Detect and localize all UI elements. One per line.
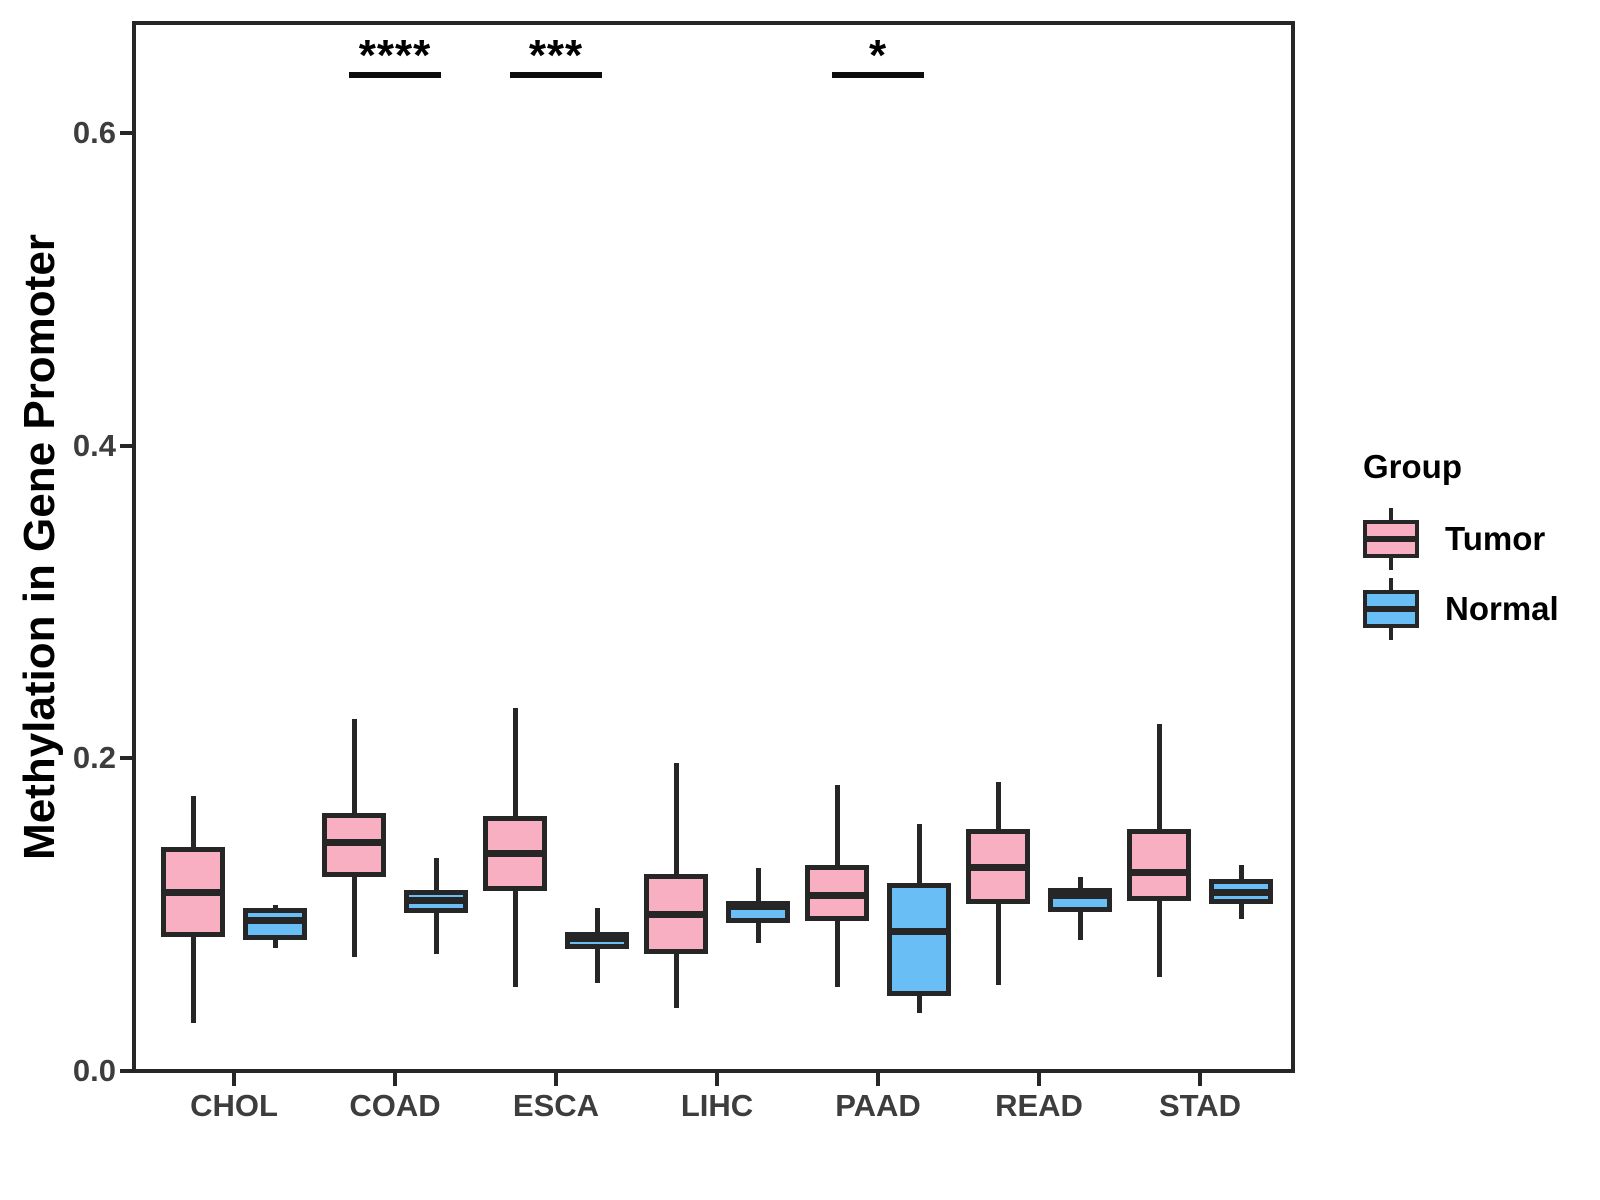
significance-bar-COAD bbox=[349, 72, 441, 78]
x-tick-mark bbox=[1037, 1073, 1041, 1086]
legend-entries: Tumor Normal bbox=[1363, 504, 1559, 644]
x-tick-label: COAD bbox=[349, 1088, 441, 1123]
y-tick-mark bbox=[120, 756, 134, 761]
y-tick-label: 0.2 bbox=[72, 740, 116, 776]
box-median-normal-ESCA bbox=[565, 934, 629, 942]
legend-boxplot-icon bbox=[1363, 578, 1419, 640]
y-tick-mark bbox=[120, 1069, 134, 1073]
legend-label: Tumor bbox=[1445, 520, 1546, 557]
y-tick-mark bbox=[120, 131, 134, 136]
box-median-normal-LIHC bbox=[726, 903, 790, 911]
x-tick-label: PAAD bbox=[835, 1088, 921, 1123]
x-tick-mark bbox=[715, 1073, 719, 1086]
box-median-normal-COAD bbox=[404, 897, 468, 905]
x-tick-mark bbox=[232, 1073, 236, 1086]
legend-glyph-median bbox=[1367, 536, 1415, 542]
legend-title: Group bbox=[1363, 448, 1462, 485]
x-tick-mark bbox=[1198, 1073, 1202, 1086]
box-median-tumor-PAAD bbox=[805, 892, 869, 900]
legend-entry-normal: Normal bbox=[1363, 574, 1559, 644]
significance-stars-PAAD: * bbox=[868, 31, 888, 80]
box-median-tumor-COAD bbox=[322, 839, 386, 847]
box-tumor-STAD bbox=[1127, 828, 1191, 901]
significance-stars-ESCA: *** bbox=[528, 31, 584, 80]
significance-bar-PAAD bbox=[832, 72, 924, 78]
x-tick-label: CHOL bbox=[190, 1088, 278, 1123]
box-median-tumor-LIHC bbox=[644, 911, 708, 919]
legend-entry-tumor: Tumor bbox=[1363, 504, 1559, 574]
significance-bar-ESCA bbox=[510, 72, 602, 78]
box-median-tumor-CHOL bbox=[161, 889, 225, 897]
box-median-tumor-STAD bbox=[1127, 868, 1191, 876]
significance-stars-COAD: **** bbox=[358, 31, 432, 80]
x-tick-label: READ bbox=[995, 1088, 1083, 1123]
x-tick-mark bbox=[876, 1073, 880, 1086]
box-median-normal-CHOL bbox=[243, 917, 307, 925]
legend: Group Tumor Normal bbox=[1363, 448, 1559, 644]
box-normal-PAAD bbox=[887, 883, 951, 996]
legend-glyph-median bbox=[1367, 606, 1415, 612]
x-tick-label: ESCA bbox=[512, 1088, 600, 1123]
y-tick-label: 0.6 bbox=[72, 115, 116, 151]
x-tick-label: STAD bbox=[1158, 1088, 1242, 1123]
y-tick-label: 0.4 bbox=[72, 427, 116, 463]
y-axis-title: Methylation in Gene Promoter bbox=[15, 234, 64, 860]
box-median-normal-STAD bbox=[1209, 889, 1273, 897]
x-tick-mark bbox=[554, 1073, 558, 1086]
legend-boxplot-icon bbox=[1363, 508, 1419, 570]
y-tick-label: 0.0 bbox=[72, 1053, 116, 1088]
box-median-normal-READ bbox=[1048, 892, 1112, 900]
y-tick-mark bbox=[120, 443, 134, 448]
box-median-normal-PAAD bbox=[887, 928, 951, 936]
box-median-tumor-READ bbox=[966, 864, 1030, 872]
x-tick-label: LIHC bbox=[680, 1088, 754, 1123]
legend-label: Normal bbox=[1445, 590, 1559, 627]
x-tick-mark bbox=[393, 1073, 397, 1086]
box-median-tumor-ESCA bbox=[483, 850, 547, 858]
